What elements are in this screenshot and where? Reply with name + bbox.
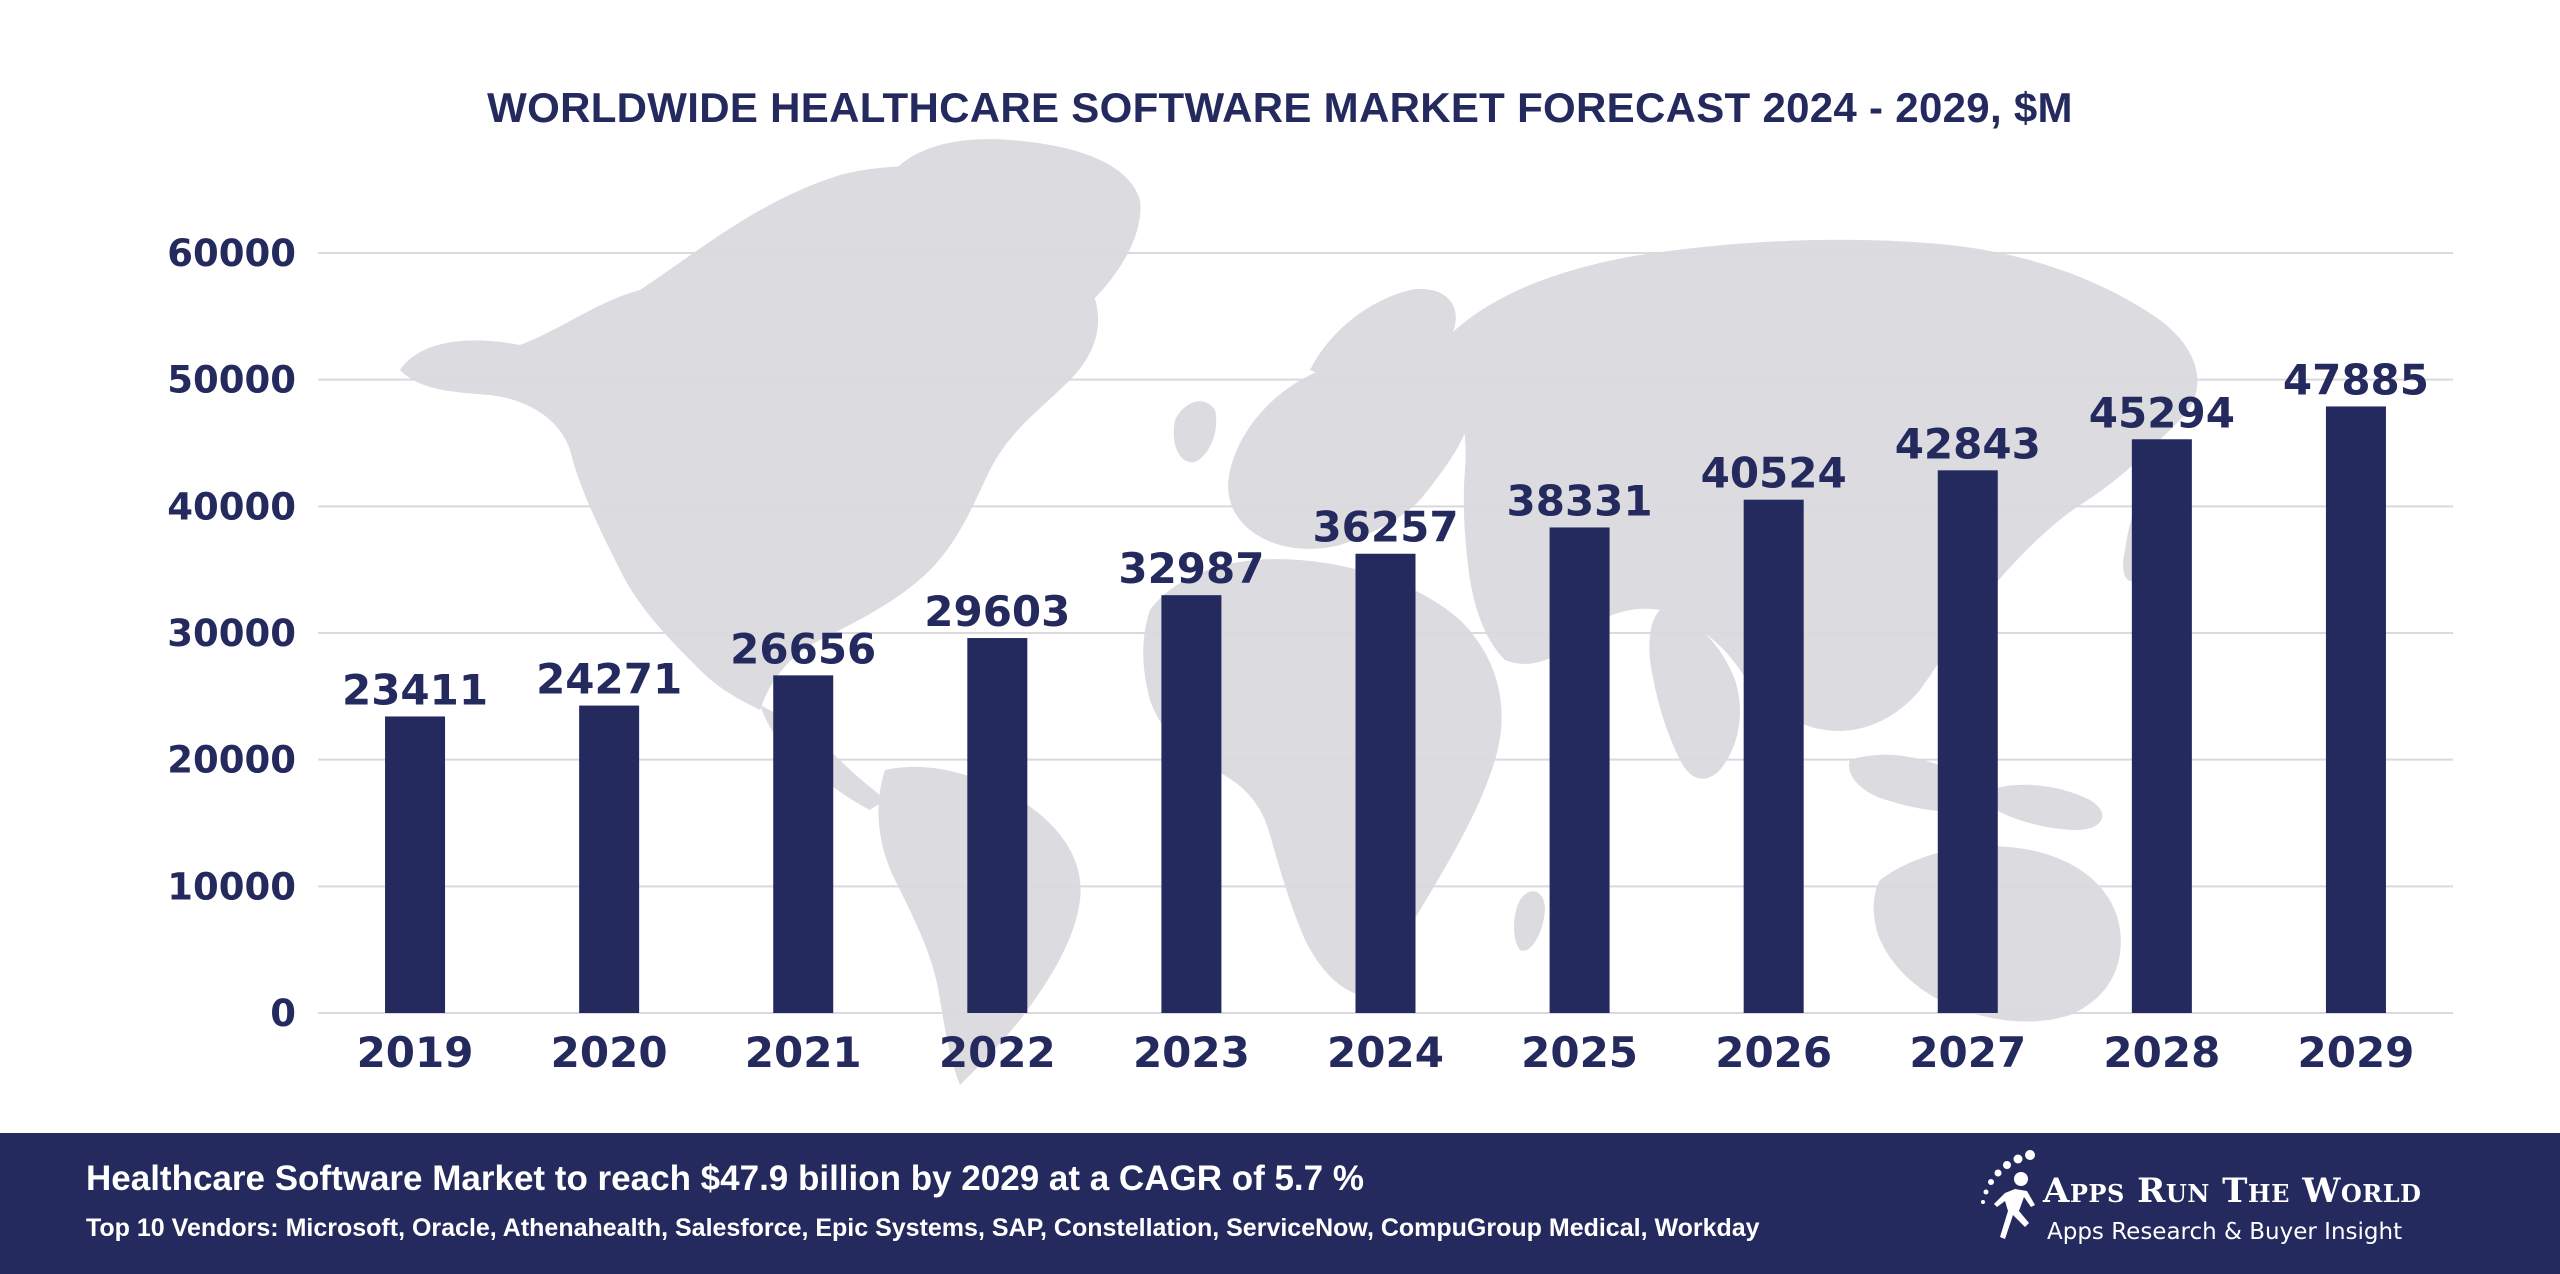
world-map-background [400,139,2198,1085]
data-label: 38331 [1507,476,1653,525]
bar [1937,470,1998,1013]
bar [1161,595,1222,1013]
data-label: 32987 [1118,544,1264,593]
data-label: 24271 [536,655,682,704]
data-label: 42843 [1895,419,2041,468]
apps-run-the-world-logo: Apps Run The World Apps Research & Buyer… [1975,1149,2455,1265]
x-tick-label: 2024 [1327,1028,1444,1077]
bar [773,675,834,1013]
data-label: 45294 [2089,388,2235,437]
y-tick-label: 20000 [167,739,296,782]
y-axis-ticks: 0 10000 20000 30000 40000 50000 60000 [167,232,296,1035]
footer-vendors: Top 10 Vendors: Microsoft, Oracle, Athen… [86,1214,1760,1242]
data-label: 47885 [2283,355,2429,404]
x-tick-label: 2027 [1909,1028,2026,1077]
running-figure-logo-icon [1981,1150,2035,1239]
x-tick-label: 2019 [357,1028,474,1077]
x-tick-label: 2026 [1715,1028,1832,1077]
y-tick-label: 30000 [167,612,296,655]
y-tick-label: 40000 [167,485,296,528]
data-label: 23411 [342,665,488,714]
bar [2131,439,2192,1013]
data-label: 29603 [924,587,1070,636]
footer-headline: Healthcare Software Market to reach $47.… [86,1159,1364,1198]
x-tick-label: 2025 [1521,1028,1638,1077]
bar-chart: 0 10000 20000 30000 40000 50000 60000 23411 242… [167,139,2453,1085]
y-tick-label: 60000 [167,232,296,275]
bar [385,716,446,1013]
data-label: 40524 [1701,449,1847,498]
y-tick-label: 10000 [167,865,296,908]
data-label: 36257 [1312,503,1458,552]
x-tick-label: 2029 [2298,1028,2415,1077]
x-tick-label: 2023 [1133,1028,1250,1077]
bar [1743,499,1804,1013]
x-tick-label: 2020 [551,1028,668,1077]
logo-name: Apps Run The World [2043,1171,2422,1211]
bar [579,705,640,1013]
footer-banner: Healthcare Software Market to reach $47.… [0,1133,2560,1274]
chart-title: WORLDWIDE HEALTHCARE SOFTWARE MARKET FOR… [487,84,2073,131]
data-label: 26656 [730,624,876,673]
logo-tagline: Apps Research & Buyer Insight [2047,1219,2403,1245]
y-tick-label: 50000 [167,359,296,402]
bar [967,638,1028,1013]
bars [385,406,2386,1013]
data-labels: 23411 24271 26656 29603 32987 36257 38331 40524… [342,355,2429,714]
bar [2325,406,2386,1013]
x-tick-label: 2022 [939,1028,1056,1077]
x-tick-label: 2021 [745,1028,862,1077]
bar [1549,527,1610,1013]
bar [1355,553,1416,1013]
x-tick-label: 2028 [2103,1028,2220,1077]
y-tick-label: 0 [270,992,296,1035]
x-axis-ticks: 2019 2020 2021 2022 2023 2024 2025 2026 2027 2028… [357,1028,2415,1077]
